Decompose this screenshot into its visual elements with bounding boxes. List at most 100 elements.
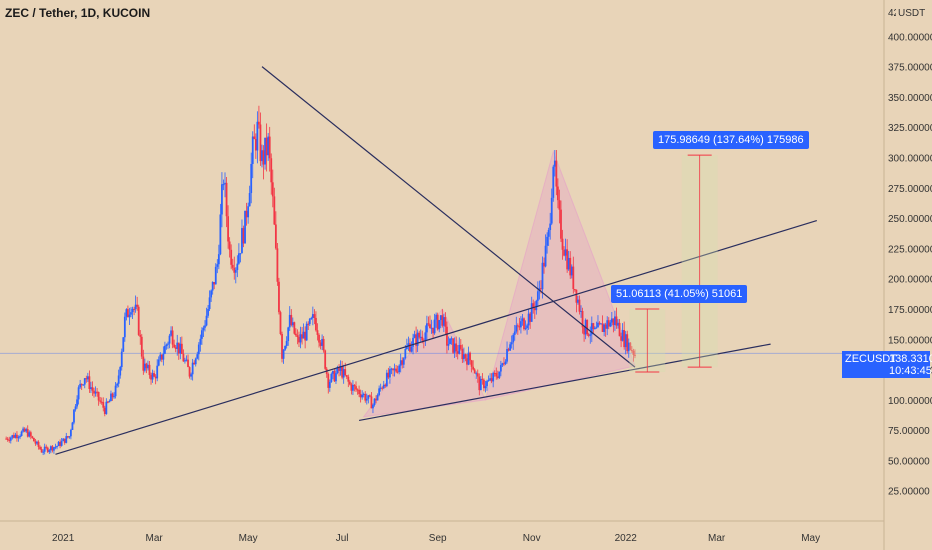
price-tag-countdown: 10:43:45 — [889, 365, 932, 377]
candle-body — [311, 314, 314, 318]
candle-body — [291, 322, 294, 326]
candle-body — [79, 383, 82, 388]
candle-body — [274, 224, 277, 249]
x-tick-label: 2021 — [52, 533, 75, 544]
candle-body — [407, 343, 410, 347]
candle-body — [324, 350, 327, 369]
candle-body — [304, 331, 307, 341]
candle-body — [558, 200, 561, 210]
candle-body — [583, 327, 585, 335]
candle-body — [612, 318, 615, 325]
candle-body — [499, 365, 502, 372]
candle-body — [459, 344, 462, 349]
candle-body — [271, 182, 274, 197]
candle-body — [426, 323, 428, 333]
candle-body — [516, 325, 519, 327]
candle-body — [609, 322, 612, 327]
candle-body — [581, 310, 584, 328]
candle-body — [59, 441, 62, 446]
candle-body — [151, 373, 154, 380]
x-tick-label: May — [239, 533, 258, 544]
candle-body — [42, 451, 45, 453]
candle-body — [335, 373, 337, 382]
candle-body — [553, 160, 556, 167]
candle-body — [506, 348, 508, 362]
candle-body — [231, 264, 234, 268]
candle-body — [446, 326, 448, 346]
candle-body — [188, 367, 191, 377]
candle-body — [586, 319, 589, 335]
candle-body — [573, 289, 576, 291]
candle-body — [379, 387, 382, 389]
y-tick-label: 75.00000 — [888, 426, 930, 437]
candle-body — [301, 334, 303, 339]
candle-body — [419, 336, 422, 338]
candle-body — [197, 344, 200, 355]
candle-body — [575, 289, 578, 303]
candle-body — [569, 257, 572, 276]
candle-body — [629, 342, 632, 351]
candle-body — [364, 393, 367, 401]
candle-body — [29, 432, 32, 437]
candle-body — [476, 373, 479, 377]
candle-body — [199, 338, 202, 345]
y-tick-label: 150.00000 — [888, 335, 932, 346]
candle-body — [165, 344, 168, 346]
candle-body — [69, 429, 72, 437]
y-tick-label: 200.00000 — [888, 275, 932, 286]
candle-body — [589, 334, 592, 336]
candle-body — [399, 360, 402, 366]
candle-body — [261, 150, 263, 162]
candle-body — [372, 404, 374, 409]
candle-body — [136, 304, 139, 307]
candle-body — [130, 312, 132, 315]
candle-body — [493, 372, 496, 374]
candle-body — [23, 428, 26, 432]
candle-body — [615, 316, 618, 326]
candle-body — [345, 375, 348, 377]
candle-body — [62, 438, 65, 442]
candle-body — [295, 333, 297, 336]
candle-body — [395, 368, 397, 372]
candle-body — [444, 317, 447, 327]
candle-body — [234, 269, 237, 273]
candle-body — [543, 262, 545, 267]
candle-body — [481, 378, 484, 380]
candle-body — [556, 186, 559, 201]
x-tick-label: Nov — [523, 533, 541, 544]
candle-body — [327, 373, 330, 388]
candle-body — [513, 331, 516, 335]
candle-body — [120, 351, 123, 368]
candle-body — [48, 450, 51, 452]
candle-body — [430, 327, 433, 329]
candle-body — [236, 263, 239, 270]
candle-body — [100, 401, 103, 403]
candle-body — [322, 338, 325, 351]
candle-body — [154, 376, 157, 379]
candle-body — [9, 437, 12, 441]
candle-body — [82, 384, 85, 386]
pattern-head — [484, 149, 636, 401]
candle-body — [607, 320, 610, 327]
candle-body — [614, 316, 616, 325]
candle-body — [190, 374, 193, 377]
trendline-2 — [261, 66, 636, 368]
candle-body — [507, 348, 510, 351]
candle-body — [77, 387, 80, 400]
candle-body — [20, 431, 23, 437]
candle-body — [143, 363, 146, 371]
candle-body — [19, 436, 21, 438]
candle-body — [60, 441, 63, 446]
candle-body — [546, 236, 549, 246]
candle-body — [122, 337, 125, 352]
candle-body — [526, 325, 528, 328]
candle-body — [601, 323, 604, 332]
candle-body — [634, 354, 636, 356]
candle-body — [147, 364, 149, 369]
candle-body — [316, 330, 319, 335]
candle-body — [250, 163, 253, 194]
candle-body — [216, 264, 219, 267]
candle-body — [131, 308, 134, 313]
